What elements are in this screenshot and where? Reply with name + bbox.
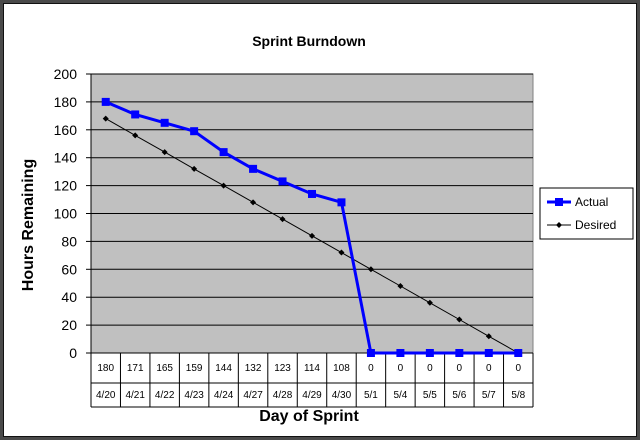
table-value: 159 xyxy=(186,363,203,374)
x-category-label: 4/21 xyxy=(125,390,145,401)
legend-box xyxy=(539,187,634,240)
actual-point xyxy=(190,127,199,136)
actual-point xyxy=(425,349,434,357)
table-value: 0 xyxy=(368,363,374,374)
legend: Actual Desired xyxy=(539,187,634,240)
actual-point xyxy=(160,118,169,127)
actual-point xyxy=(219,148,228,157)
actual-point xyxy=(101,97,110,106)
x-axis-label: Day of Sprint xyxy=(259,408,359,425)
actual-point xyxy=(455,349,464,357)
y-tick-label: 120 xyxy=(54,178,78,194)
y-tick-label: 0 xyxy=(69,345,77,361)
y-tick-label: 180 xyxy=(54,94,78,110)
table-value: 0 xyxy=(457,363,463,374)
actual-point xyxy=(366,349,375,357)
table-value: 0 xyxy=(427,363,433,374)
burndown-chart: Sprint Burndown 0 20 40 60 80 100 120 140 160 180… xyxy=(20,33,634,425)
desired-point xyxy=(397,283,404,290)
table-value: 0 xyxy=(486,363,492,374)
x-category-label: 4/23 xyxy=(184,390,204,401)
y-tick-label: 40 xyxy=(61,289,77,305)
y-tick-label: 100 xyxy=(54,206,78,222)
x-category-label: 4/24 xyxy=(214,390,234,401)
x-category-label: 4/28 xyxy=(273,390,293,401)
table-value: 114 xyxy=(304,363,320,374)
series-layer xyxy=(101,97,523,357)
table-value: 132 xyxy=(245,363,262,374)
desired-point xyxy=(426,299,433,306)
actual-point xyxy=(396,349,405,357)
y-tick-label: 200 xyxy=(54,66,78,82)
table-value: 0 xyxy=(398,363,404,374)
desired-point xyxy=(367,266,374,273)
x-category-label: 5/4 xyxy=(393,390,407,401)
x-category-label: 5/1 xyxy=(364,390,378,401)
series-actual xyxy=(101,97,523,357)
x-category-label: 5/7 xyxy=(482,390,496,401)
legend-entry: Desired xyxy=(547,218,616,232)
table-value: 108 xyxy=(333,363,350,374)
actual-point xyxy=(131,110,140,119)
desired-point xyxy=(132,132,139,139)
y-tick-label: 60 xyxy=(61,261,77,277)
legend-entry: Actual xyxy=(547,195,608,209)
x-category-label: 4/27 xyxy=(243,390,263,401)
table-value: 180 xyxy=(97,363,114,374)
x-category-label: 5/8 xyxy=(511,390,525,401)
desired-point xyxy=(279,216,286,223)
actual-point xyxy=(514,349,523,357)
y-tick-label: 140 xyxy=(54,150,78,166)
y-tick-label: 160 xyxy=(54,122,78,138)
y-axis-ticks: 0 20 40 60 80 100 120 140 160 180 200 xyxy=(54,66,92,361)
x-category-label: 4/29 xyxy=(302,390,322,401)
actual-point xyxy=(249,164,258,173)
actual-point xyxy=(278,177,287,186)
table-value: 144 xyxy=(215,363,232,374)
table-value: 171 xyxy=(127,363,144,374)
desired-point xyxy=(250,199,257,206)
legend-label: Desired xyxy=(575,218,616,232)
chart-title: Sprint Burndown xyxy=(252,33,366,49)
actual-point xyxy=(308,189,316,198)
actual-point xyxy=(337,198,346,207)
actual-point xyxy=(484,349,493,357)
table-value: 165 xyxy=(156,363,173,374)
desired-point xyxy=(161,149,168,156)
x-category-label: 4/30 xyxy=(332,390,352,401)
table-value: 123 xyxy=(274,363,291,374)
x-category-label: 4/20 xyxy=(96,390,116,401)
desired-point xyxy=(309,232,315,239)
y-axis-label: Hours Remaining xyxy=(20,159,37,291)
x-category-label: 4/22 xyxy=(155,390,175,401)
y-tick-label: 80 xyxy=(61,233,77,249)
legend-marker xyxy=(556,222,562,228)
desired-point xyxy=(102,115,109,122)
data-table: 180 171 165 159 144 132 123 114 108 0 0 0 0 0 0 4/20 4/2… xyxy=(90,353,534,408)
table-value: 0 xyxy=(515,363,521,374)
desired-point xyxy=(191,165,198,172)
y-tick-label: 20 xyxy=(61,317,77,333)
x-category-label: 5/6 xyxy=(452,390,466,401)
desired-point xyxy=(338,249,345,256)
desired-point xyxy=(456,316,463,323)
legend-label: Actual xyxy=(575,195,608,209)
desired-point xyxy=(485,333,492,340)
x-category-label: 5/5 xyxy=(423,390,437,401)
desired-point xyxy=(220,182,227,189)
legend-marker xyxy=(555,198,563,206)
